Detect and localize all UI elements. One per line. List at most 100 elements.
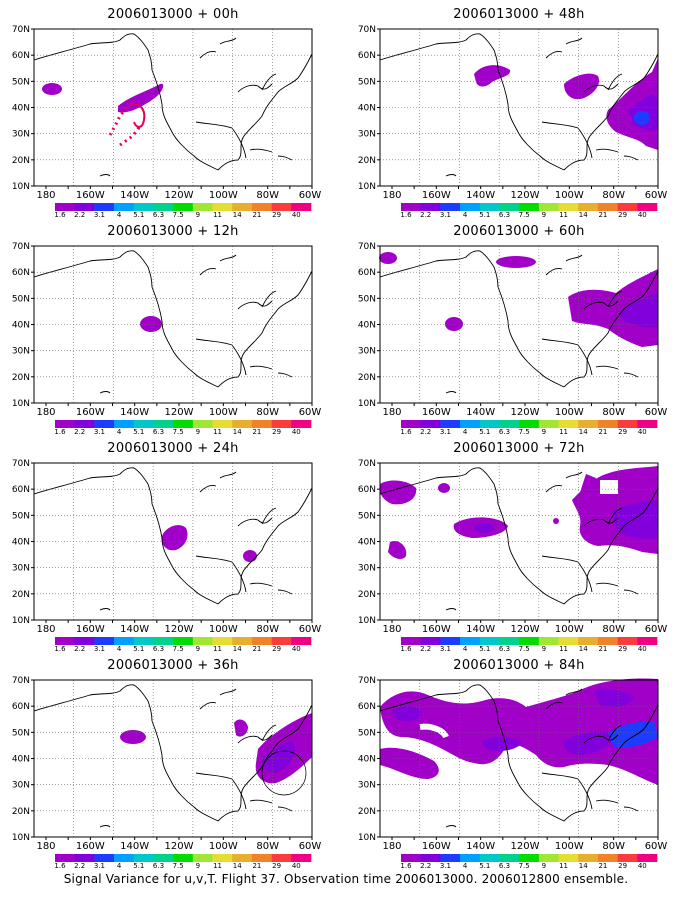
colorbar-label: 7.5 xyxy=(173,862,184,870)
colorbar-swatch xyxy=(519,420,540,428)
colorbar-swatch xyxy=(74,203,95,211)
coastline xyxy=(237,734,273,744)
coastline xyxy=(151,503,219,605)
variance-contour xyxy=(563,731,615,755)
coastline xyxy=(379,684,499,722)
coastline xyxy=(261,507,277,525)
lat-tick-label: 40N xyxy=(12,755,30,765)
map-panel: 2006013000 + 00h 70N 60N 50N 40N 30N 20N 10N 18… xyxy=(0,0,346,219)
coastline xyxy=(607,724,623,742)
colorbar-label: 40 xyxy=(638,645,647,653)
colorbar-label: 6.3 xyxy=(499,428,510,436)
coastline xyxy=(497,69,565,171)
coastline xyxy=(623,270,659,310)
lon-tick-label: 120W xyxy=(511,190,540,201)
coastline xyxy=(33,684,153,722)
colorbar-label: 21 xyxy=(598,211,607,219)
lon-tick-label: 120W xyxy=(511,407,540,418)
coastline xyxy=(595,365,639,378)
colorbar-swatch xyxy=(499,203,520,211)
colorbar-swatch xyxy=(94,420,115,428)
coastline xyxy=(249,148,293,161)
map-panel: 2006013000 + 84h 70N 60N 50N 40N 30N 20N 10N 18… xyxy=(346,651,692,870)
colorbar-label: 4 xyxy=(463,862,468,870)
variance-contour xyxy=(618,293,658,328)
coastline xyxy=(151,720,219,822)
colorbar-label: 21 xyxy=(252,428,261,436)
coastline xyxy=(541,555,593,593)
colorbar-label: 14 xyxy=(579,645,588,653)
variance-contour xyxy=(388,540,407,559)
lat-tick-label: 20N xyxy=(12,590,30,600)
colorbar-label: 29 xyxy=(618,645,627,653)
colorbar-label: 29 xyxy=(272,211,281,219)
coastline xyxy=(199,254,237,276)
coastline xyxy=(595,148,639,161)
lon-tick-label: 180 xyxy=(382,407,401,418)
coastline xyxy=(261,73,277,91)
coastline xyxy=(445,825,457,828)
colorbar-label: 1.6 xyxy=(400,428,412,436)
coastline xyxy=(195,555,247,593)
lat-tick-label: 20N xyxy=(12,373,30,383)
colorbar-swatch xyxy=(133,854,154,862)
colorbar-swatch xyxy=(479,203,500,211)
coastline xyxy=(583,517,619,527)
lon-tick-label: 100W xyxy=(555,624,584,635)
colorbar-label: 1.6 xyxy=(54,211,66,219)
lon-tick-label: 180 xyxy=(382,190,401,201)
variance-contour xyxy=(120,730,146,744)
colorbar-swatch xyxy=(440,854,461,862)
colorbar-label: 9 xyxy=(196,862,200,870)
colorbar-label: 9 xyxy=(542,645,546,653)
lat-tick-label: 50N xyxy=(358,728,376,738)
coastline xyxy=(277,704,313,744)
coastline xyxy=(99,825,111,828)
variance-contour xyxy=(42,83,62,95)
colorbar-label: 29 xyxy=(618,211,627,219)
lon-tick-label: 160W xyxy=(422,407,451,418)
lat-tick-label: 30N xyxy=(12,564,30,574)
colorbar-swatch xyxy=(617,203,638,211)
colorbar-label: 3.1 xyxy=(440,211,451,219)
lon-tick-label: 80W xyxy=(256,407,279,418)
lon-tick-label: 140W xyxy=(466,624,495,635)
colorbar-label: 11 xyxy=(213,645,222,653)
lon-tick-label: 60W xyxy=(299,190,322,201)
colorbar-label: 29 xyxy=(272,428,281,436)
lat-tick-label: 30N xyxy=(358,347,376,357)
colorbar-label: 6.3 xyxy=(153,645,164,653)
colorbar-swatch xyxy=(519,637,540,645)
colorbar-label: 1.6 xyxy=(400,862,412,870)
colorbar-label: 2.2 xyxy=(420,428,431,436)
coastline xyxy=(217,742,279,822)
coastline xyxy=(607,73,623,91)
colorbar-label: 4 xyxy=(463,211,468,219)
lat-tick-label: 40N xyxy=(358,321,376,331)
coastline xyxy=(199,688,237,710)
coastline xyxy=(249,582,293,595)
map-chart: 70N 60N 50N 40N 30N 20N 10N 180 160W 140W 120W 100W… xyxy=(358,459,668,653)
colorbar-swatch xyxy=(271,203,292,211)
colorbar-swatch xyxy=(558,420,579,428)
colorbar-swatch xyxy=(597,854,618,862)
colorbar-swatch xyxy=(271,637,292,645)
colorbar-label: 14 xyxy=(579,428,588,436)
colorbar-swatch xyxy=(251,203,272,211)
colorbar-label: 2.2 xyxy=(420,645,431,653)
variance-contour xyxy=(161,525,188,551)
coastline xyxy=(379,33,499,71)
lat-tick-label: 50N xyxy=(12,77,30,87)
coastline xyxy=(563,308,625,388)
colorbar-swatch xyxy=(173,854,194,862)
colorbar-swatch xyxy=(519,203,540,211)
lat-tick-label: 40N xyxy=(12,538,30,548)
colorbar-swatch xyxy=(440,420,461,428)
lon-tick-label: 100W xyxy=(209,407,238,418)
lat-tick-label: 20N xyxy=(358,156,376,166)
colorbar-swatch xyxy=(499,637,520,645)
colorbar-label: 40 xyxy=(292,428,301,436)
colorbar-swatch xyxy=(401,420,421,428)
colorbar-swatch xyxy=(192,203,213,211)
colorbar-label: 1.6 xyxy=(400,211,412,219)
